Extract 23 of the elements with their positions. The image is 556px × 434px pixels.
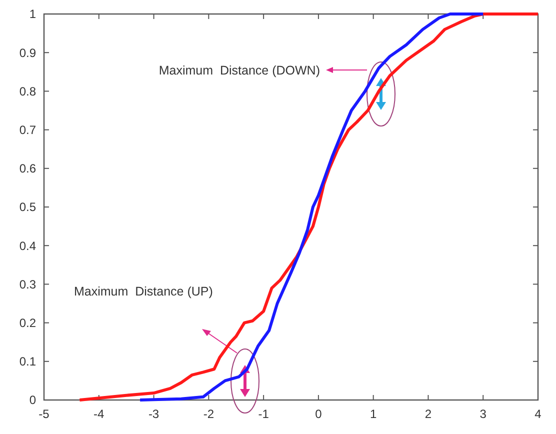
y-tick-label: 0.1 <box>19 354 36 369</box>
y-tick-label: 0.6 <box>19 162 36 176</box>
y-tick-label: 0.5 <box>19 200 36 214</box>
y-tick-label: 0 <box>29 393 36 408</box>
x-tick-label: -2 <box>203 407 214 421</box>
x-tick-label: -5 <box>38 407 50 421</box>
y-tick-label: 0.9 <box>19 46 36 60</box>
y-tick-label: 0.4 <box>19 238 36 253</box>
x-tick-label: 2 <box>424 407 432 421</box>
annotation: Maximum Distance (UP) <box>74 284 213 298</box>
y-tick-label: 0.8 <box>19 84 36 98</box>
x-tick-label: 4 <box>534 407 542 421</box>
y-tick-label: 0.3 <box>19 277 36 292</box>
x-tick-label: -3 <box>148 407 160 421</box>
x-tick-label: 0 <box>315 407 322 421</box>
y-tick-label: 1 <box>29 7 36 22</box>
y-tick-label: 0.2 <box>19 316 36 330</box>
y-tick-label: 0.7 <box>19 123 36 137</box>
x-tick-label: -1 <box>258 407 270 421</box>
x-tick-label: -4 <box>94 407 105 421</box>
x-tick-label: 1 <box>370 407 377 421</box>
annotation: Maximum Distance (DOWN) <box>158 63 320 78</box>
x-tick-label: 3 <box>480 407 487 421</box>
